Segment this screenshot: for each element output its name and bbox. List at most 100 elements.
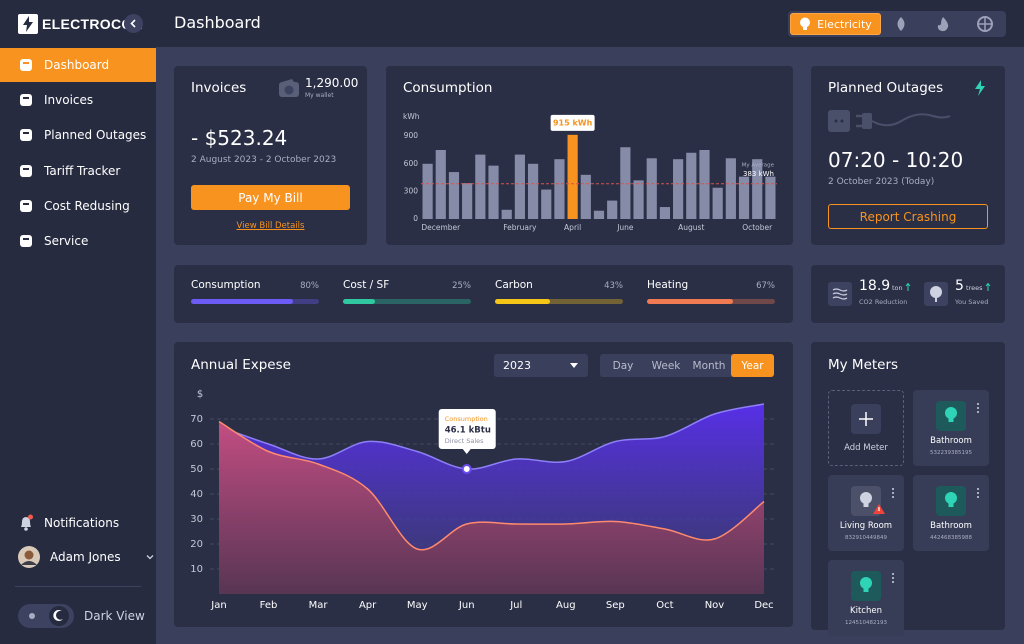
- range-tab[interactable]: Day: [612, 359, 634, 372]
- data-point: [461, 464, 472, 474]
- plug-illustration: [828, 110, 951, 132]
- nav-item[interactable]: Tariff Tracker: [0, 154, 156, 188]
- x-tick-label: Jun: [458, 600, 475, 611]
- view-bill-link[interactable]: View Bill Details: [236, 221, 305, 231]
- icon-shape: [20, 59, 32, 71]
- collapse-button[interactable]: [124, 14, 143, 33]
- bar: [475, 154, 486, 219]
- meter-tile[interactable]: Kitchen 124510482193: [828, 560, 904, 636]
- meter-menu[interactable]: [891, 484, 895, 503]
- range-tab[interactable]: Week: [651, 359, 681, 372]
- nav-label: Planned Outages: [44, 128, 147, 143]
- nav-item[interactable]: Service: [0, 224, 156, 258]
- notifications-label: Notifications: [44, 516, 120, 530]
- bolt-icon: [975, 80, 985, 96]
- co2-label: CO2 Reduction: [859, 298, 908, 306]
- circle-shape: [977, 411, 979, 413]
- metric-label: Cost / SF: [343, 279, 390, 291]
- report-button[interactable]: Report Crashing: [828, 204, 988, 229]
- y-tick-label: 40: [190, 489, 203, 500]
- consumption-card: Consumption kWh 0 300 600 900 December Februar…: [386, 66, 793, 245]
- nav-item[interactable]: Planned Outages: [0, 118, 156, 152]
- nav-item[interactable]: Cost Redusing: [0, 189, 156, 223]
- y-tick-label: 50: [190, 464, 203, 475]
- meter-id: 532239385195: [930, 450, 972, 456]
- meter-icon: [936, 401, 966, 431]
- co2-card: 18.9 ton CO2 Reduction 5 trees You Saved: [811, 265, 1005, 323]
- card-title: My Meters: [828, 357, 899, 373]
- circle-shape: [284, 85, 294, 95]
- bar: [752, 159, 763, 219]
- path-shape: [282, 79, 294, 82]
- tab-electricity[interactable]: Electricity: [790, 13, 881, 35]
- tab-label: Electricity: [817, 17, 872, 31]
- y-axis-label: $: [197, 389, 203, 400]
- circle-shape: [840, 119, 844, 123]
- path-shape: [985, 282, 991, 291]
- year-value: 2023: [503, 359, 531, 372]
- path-shape: [23, 16, 33, 32]
- metric-label: Heating: [647, 279, 689, 291]
- x-tick-label: Feb: [260, 600, 278, 611]
- path-shape: [905, 282, 911, 291]
- icon-shape: [20, 234, 32, 247]
- notifications[interactable]: Notifications: [18, 514, 119, 532]
- bar: [514, 154, 525, 219]
- range-tab[interactable]: Year: [731, 354, 774, 377]
- user[interactable]: Adam Jones: [18, 546, 155, 568]
- nav-item[interactable]: Dashboard: [0, 48, 156, 82]
- path-shape: [832, 288, 848, 300]
- metric-label: Carbon: [495, 279, 533, 291]
- circle-shape: [24, 527, 28, 531]
- card-title: Planned Outages: [828, 80, 944, 96]
- tab-icons[interactable]: [892, 15, 1002, 33]
- x-tick-label: Nov: [705, 600, 725, 611]
- y-tick-label: 20: [190, 539, 203, 550]
- tooltip-pointer: [462, 449, 471, 454]
- circle-shape: [977, 488, 979, 490]
- pay-button[interactable]: Pay My Bill: [191, 185, 350, 210]
- meter-menu[interactable]: [891, 569, 895, 588]
- meter-menu[interactable]: [976, 399, 980, 418]
- circle-shape: [892, 492, 894, 494]
- range-tabs: Day Week Month Year: [600, 342, 774, 382]
- tooltip-label: Direct Sales: [445, 437, 484, 445]
- theme-switch[interactable]: Dark View: [18, 604, 145, 628]
- tree-icon: [924, 282, 948, 306]
- x-tick-label: October: [742, 223, 773, 232]
- metric-bar: [343, 299, 375, 304]
- range-tab[interactable]: Month: [692, 359, 726, 372]
- meter-name: Living Room: [839, 521, 893, 531]
- meter-tile[interactable]: Living Room 832910449849: [828, 475, 904, 551]
- nav-icon: [20, 164, 32, 177]
- circle-shape: [29, 613, 35, 619]
- rect-shape: [878, 507, 880, 511]
- caret: [570, 363, 578, 368]
- circle-shape: [892, 577, 894, 579]
- year-select[interactable]: 2023: [494, 354, 588, 377]
- meter-tile[interactable]: Bathroom 532239385195: [913, 390, 989, 466]
- circle-shape: [977, 496, 979, 498]
- meter-menu[interactable]: [976, 484, 980, 503]
- add-meter-tile[interactable]: Add Meter: [828, 390, 904, 466]
- bar: [659, 207, 671, 219]
- outage-time: 07:20 - 10:20: [828, 148, 964, 172]
- metric-bar: [647, 299, 733, 304]
- bar: [435, 150, 446, 219]
- metric-track: [343, 299, 471, 304]
- x-tick-label: December: [421, 223, 461, 232]
- y-tick-label: 900: [404, 131, 419, 140]
- range-track: [600, 354, 774, 377]
- up-arrow: [985, 282, 991, 291]
- bulb-icon: [936, 486, 966, 516]
- icon-detail: [23, 167, 29, 170]
- trees-value: 5: [955, 278, 964, 294]
- path-shape: [21, 561, 37, 565]
- toggle[interactable]: [18, 604, 74, 628]
- bar: [765, 176, 776, 219]
- nav-item[interactable]: Invoices: [0, 83, 156, 117]
- x-tick-label: February: [503, 223, 537, 232]
- meter-tile[interactable]: Bathroom 442468385988: [913, 475, 989, 551]
- meter-id: 124510482193: [845, 620, 887, 626]
